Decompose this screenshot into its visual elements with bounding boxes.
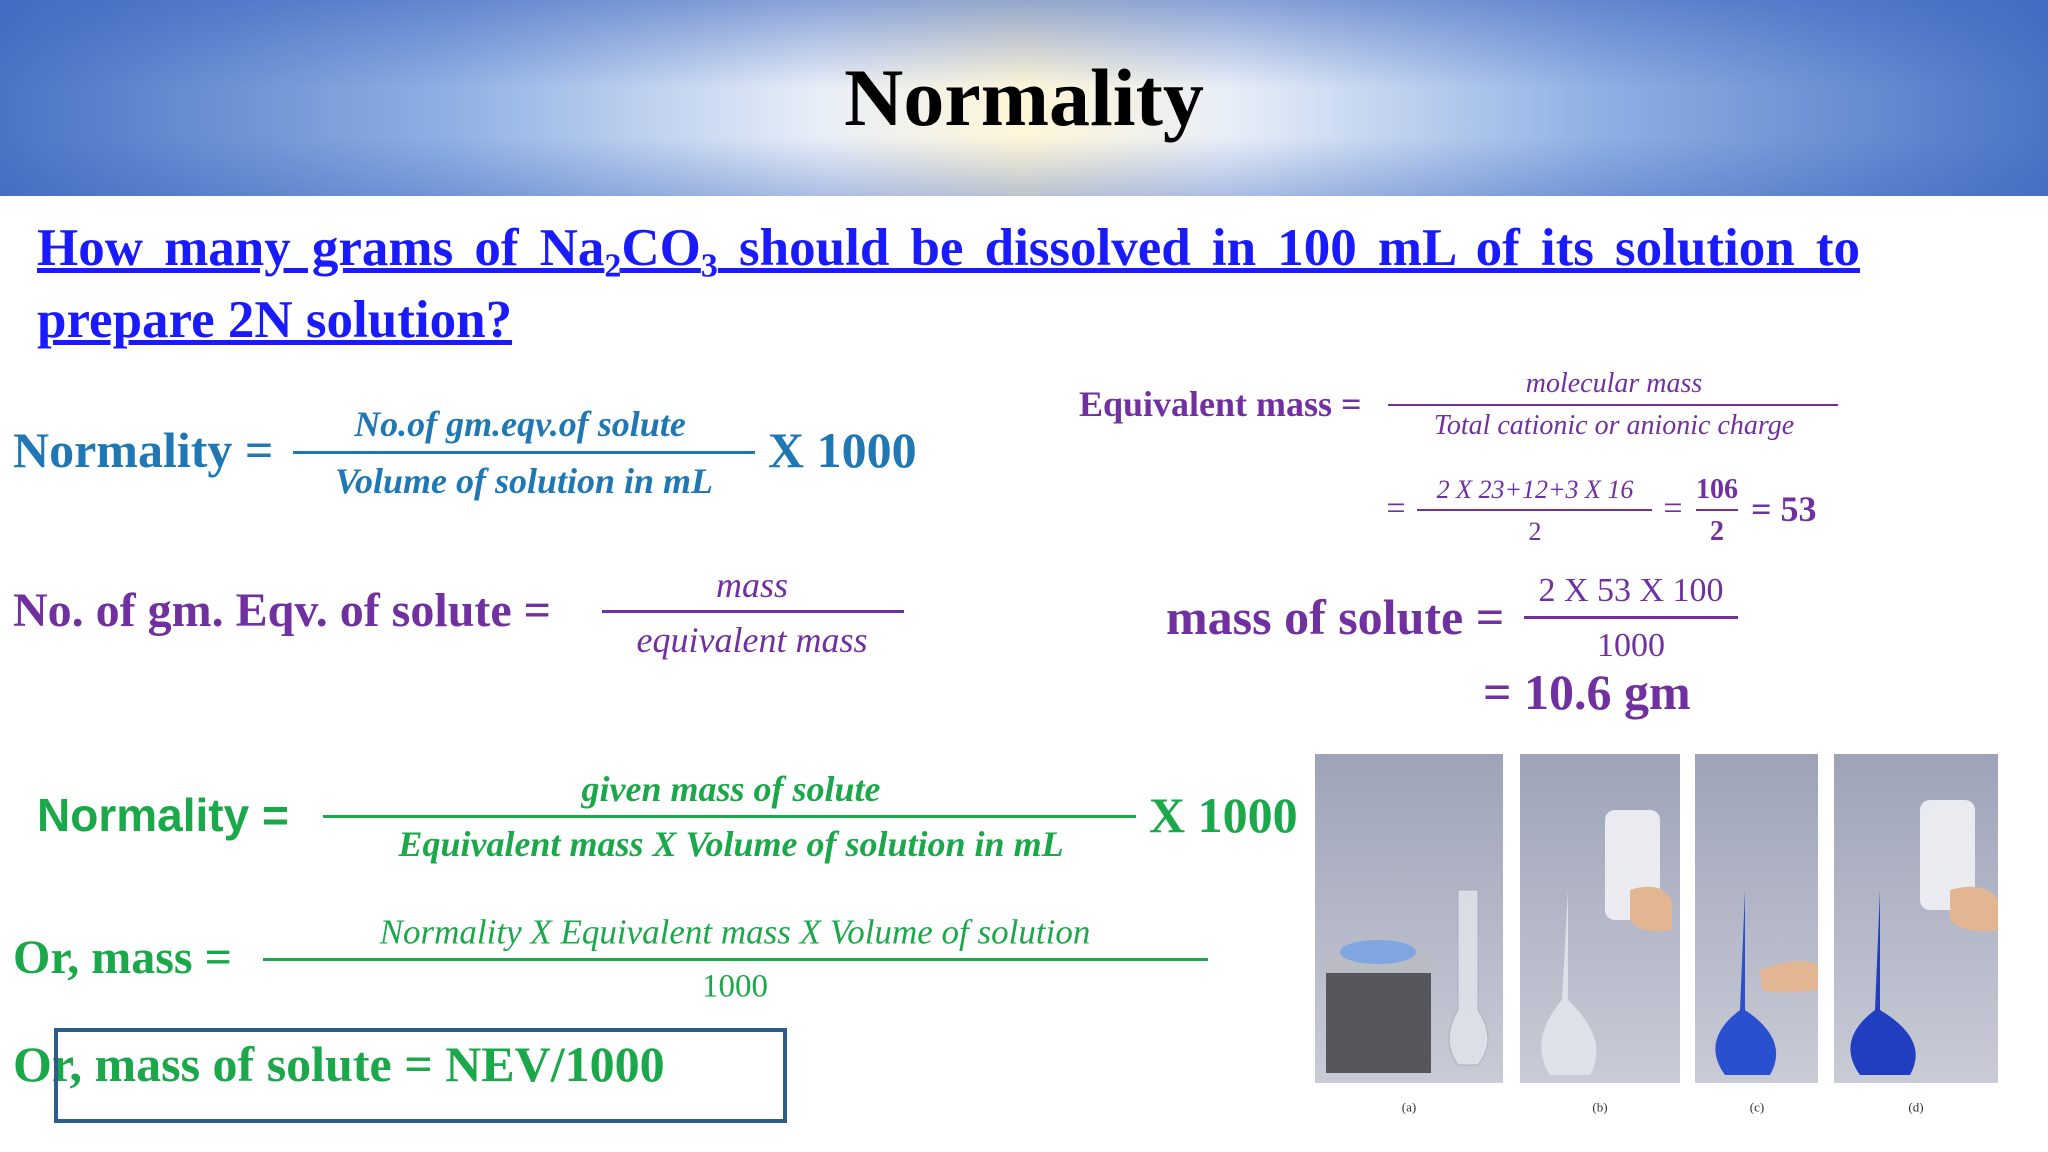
figure-caption: (c): [1749, 1099, 1765, 1115]
numerator: 2 X 53 X 100: [1538, 572, 1724, 609]
numerator: given mass of solute: [581, 769, 881, 809]
denominator: 1000: [1597, 627, 1665, 664]
formula-suffix: X 1000: [768, 422, 917, 478]
header-bar: [0, 0, 2048, 196]
numerator: 106: [1696, 474, 1738, 505]
photo-c: [1695, 754, 1818, 1083]
photo-b: [1520, 754, 1680, 1083]
formula-lhs: Or, mass =: [13, 931, 232, 984]
numerator: No.of gm.eqv.of solute: [354, 404, 686, 444]
denominator: 2: [1528, 517, 1542, 546]
highlight-box: [54, 1028, 787, 1123]
denominator: 1000: [702, 968, 768, 1005]
fraction-line: [1417, 509, 1652, 511]
formula-lhs: mass of solute =: [1166, 589, 1505, 645]
fraction-line: [1696, 509, 1738, 511]
numerator: mass: [715, 565, 789, 605]
question: How many grams of Na2CO3 should be disso…: [37, 212, 1860, 356]
figure-caption: (d): [1908, 1099, 1924, 1115]
question-text: CO: [621, 219, 701, 277]
fraction-line: [293, 451, 755, 454]
result: = 10.6 gm: [1483, 664, 1691, 720]
question-text: How many grams of Na: [37, 219, 605, 277]
formula-lhs: Normality =: [13, 422, 274, 478]
subscript: 2: [604, 247, 622, 285]
denominator: Equivalent mass X Volume of solution in …: [398, 824, 1064, 864]
subscript: 3: [700, 247, 718, 285]
formula-lhs: Equivalent mass =: [1079, 384, 1362, 424]
numerator: Normality X Equivalent mass X Volume of …: [379, 912, 1091, 952]
fraction-line: [1524, 616, 1738, 619]
denominator: 2: [1710, 516, 1724, 547]
fraction-line: [1388, 404, 1838, 406]
fraction-line: [323, 815, 1136, 818]
formula-lhs: No. of gm. Eqv. of solute =: [13, 584, 552, 637]
denominator: equivalent mass: [636, 620, 868, 660]
denominator: Volume of solution in mL: [334, 461, 714, 501]
numerator: 2 X 23+12+3 X 16: [1436, 475, 1634, 504]
equals: =: [1663, 490, 1683, 527]
title: Normality: [844, 52, 1204, 143]
figure-photos: [1315, 754, 1998, 1083]
fraction-line: [602, 610, 904, 613]
formula-lhs: Normality =: [37, 789, 289, 841]
denominator: Total cationic or anionic charge: [1433, 410, 1795, 441]
formula-suffix: X 1000: [1149, 787, 1298, 843]
figure-caption: (a): [1401, 1099, 1417, 1115]
numerator: molecular mass: [1525, 368, 1703, 399]
figure-caption: (b): [1592, 1099, 1608, 1115]
photo-d: [1834, 754, 1998, 1083]
photo-a: [1315, 754, 1503, 1083]
equals: =: [1386, 490, 1406, 527]
formula-nev: Or, mass of solute = NEV/1000: [13, 1036, 665, 1092]
fraction-line: [263, 958, 1208, 961]
result: = 53: [1751, 489, 1817, 529]
question-text: should be dissolved in 100 mL of its sol…: [37, 219, 1860, 349]
